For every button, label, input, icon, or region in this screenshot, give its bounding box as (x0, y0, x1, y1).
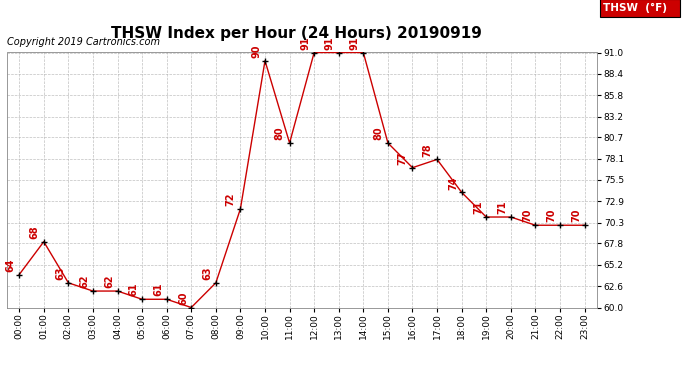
Text: 68: 68 (29, 225, 39, 239)
Text: 91: 91 (350, 36, 360, 50)
Text: 60: 60 (178, 291, 188, 305)
Text: 91: 91 (324, 36, 334, 50)
Text: 63: 63 (202, 267, 213, 280)
Text: 72: 72 (226, 192, 236, 206)
Text: 70: 70 (571, 209, 581, 222)
Text: THSW Index per Hour (24 Hours) 20190919: THSW Index per Hour (24 Hours) 20190919 (111, 26, 482, 41)
Text: 62: 62 (104, 275, 114, 288)
Text: 70: 70 (546, 209, 557, 222)
Text: 63: 63 (55, 267, 65, 280)
Text: 70: 70 (522, 209, 532, 222)
Text: 80: 80 (275, 127, 285, 140)
Text: 61: 61 (129, 283, 139, 297)
Text: 74: 74 (448, 176, 458, 189)
Text: 80: 80 (373, 127, 383, 140)
Text: 71: 71 (473, 201, 483, 214)
Text: 61: 61 (153, 283, 164, 297)
Text: 71: 71 (497, 201, 507, 214)
Text: 62: 62 (79, 275, 90, 288)
Text: THSW  (°F): THSW (°F) (603, 3, 667, 13)
Text: 90: 90 (252, 45, 262, 58)
Text: 91: 91 (301, 36, 310, 50)
Text: Copyright 2019 Cartronics.com: Copyright 2019 Cartronics.com (7, 38, 160, 47)
Text: 77: 77 (397, 152, 408, 165)
Text: 64: 64 (6, 258, 16, 272)
Text: 78: 78 (422, 143, 433, 157)
